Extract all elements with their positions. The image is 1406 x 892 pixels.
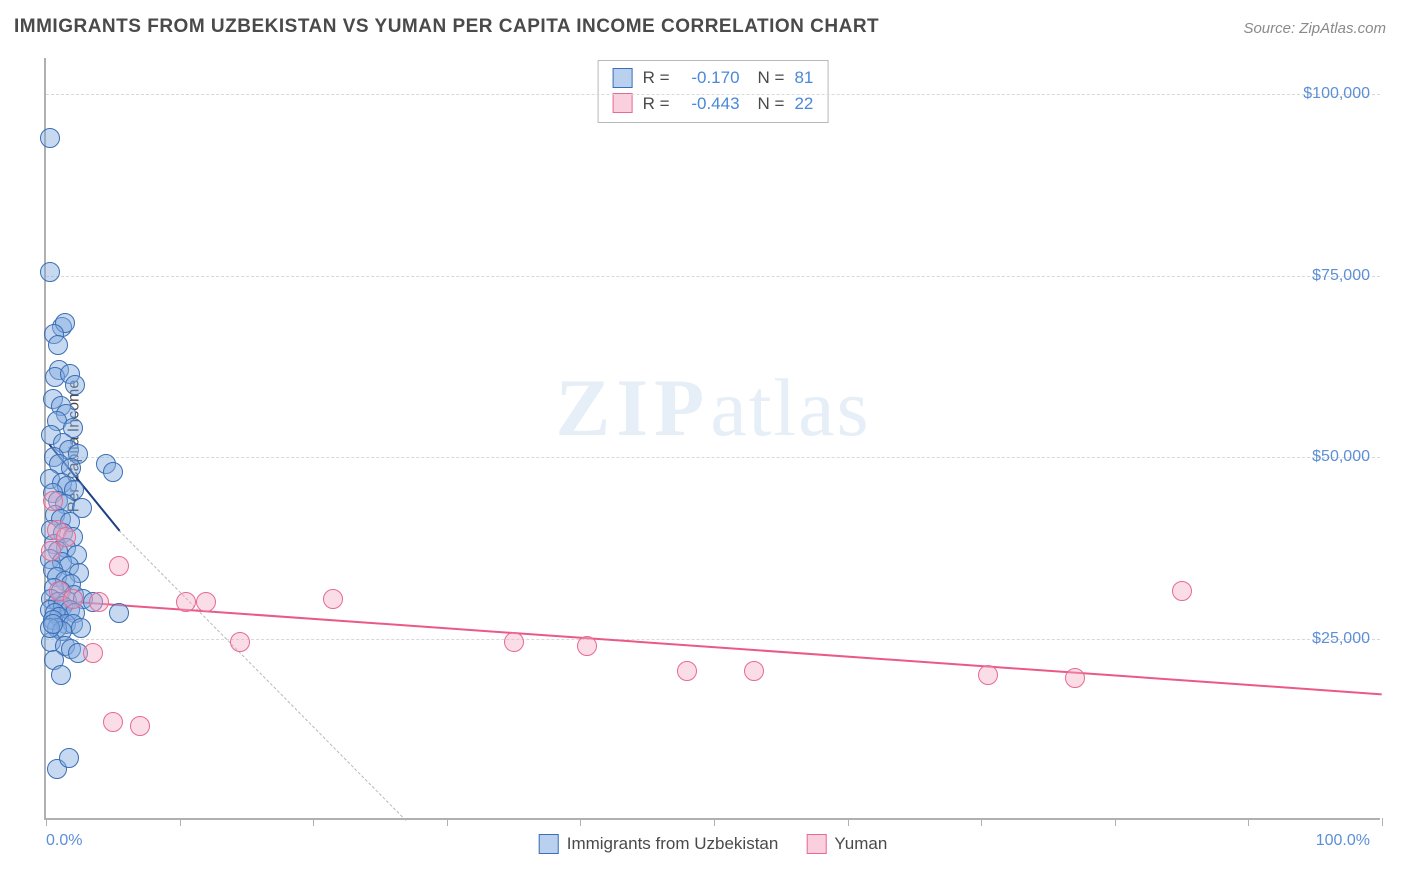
y-tick-label: $100,000 bbox=[1303, 85, 1370, 103]
r-label: R = bbox=[643, 65, 670, 91]
data-point bbox=[196, 592, 216, 612]
data-point bbox=[63, 589, 83, 609]
data-point bbox=[677, 661, 697, 681]
data-point bbox=[230, 632, 250, 652]
legend-series: Immigrants from Uzbekistan Yuman bbox=[539, 834, 888, 854]
gridline bbox=[46, 94, 1380, 95]
legend-label: Yuman bbox=[834, 834, 887, 854]
data-point bbox=[504, 632, 524, 652]
legend-label: Immigrants from Uzbekistan bbox=[567, 834, 779, 854]
x-tick bbox=[180, 818, 181, 826]
legend-swatch bbox=[539, 834, 559, 854]
data-point bbox=[43, 614, 63, 634]
data-point bbox=[103, 712, 123, 732]
x-tick bbox=[1115, 818, 1116, 826]
n-label: N = bbox=[758, 65, 785, 91]
data-point bbox=[59, 748, 79, 768]
x-tick bbox=[313, 818, 314, 826]
data-point bbox=[41, 541, 61, 561]
x-tick bbox=[981, 818, 982, 826]
legend-stat-row: R = -0.170 N = 81 bbox=[613, 65, 814, 91]
source-attribution: Source: ZipAtlas.com bbox=[1243, 20, 1386, 37]
data-point bbox=[1065, 668, 1085, 688]
gridline bbox=[46, 457, 1380, 458]
legend-swatch bbox=[613, 93, 633, 113]
data-point bbox=[109, 556, 129, 576]
data-point bbox=[744, 661, 764, 681]
y-tick-label: $50,000 bbox=[1312, 448, 1370, 466]
data-point bbox=[103, 462, 123, 482]
chart-title: IMMIGRANTS FROM UZBEKISTAN VS YUMAN PER … bbox=[14, 16, 879, 38]
x-tick-label-max: 100.0% bbox=[1316, 832, 1370, 850]
data-point bbox=[978, 665, 998, 685]
data-point bbox=[176, 592, 196, 612]
y-tick-label: $75,000 bbox=[1312, 267, 1370, 285]
n-value: 81 bbox=[794, 65, 813, 91]
legend-item: Yuman bbox=[806, 834, 887, 854]
x-tick bbox=[1382, 818, 1383, 826]
data-point bbox=[40, 128, 60, 148]
data-point bbox=[323, 589, 343, 609]
data-point bbox=[51, 665, 71, 685]
x-tick bbox=[1248, 818, 1249, 826]
legend-swatch bbox=[806, 834, 826, 854]
data-point bbox=[43, 491, 63, 511]
trend-line bbox=[119, 530, 407, 821]
x-tick bbox=[714, 818, 715, 826]
data-point bbox=[83, 643, 103, 663]
legend-item: Immigrants from Uzbekistan bbox=[539, 834, 779, 854]
data-point bbox=[71, 618, 91, 638]
plot-area: ZIPatlas R =-0.170N =81R =-0.443N =22 Im… bbox=[44, 58, 1380, 820]
x-tick-label-min: 0.0% bbox=[46, 832, 82, 850]
x-tick bbox=[580, 818, 581, 826]
data-point bbox=[65, 375, 85, 395]
legend-stats-box: R =-0.170N =81R =-0.443N =22 bbox=[598, 60, 829, 123]
data-point bbox=[1172, 581, 1192, 601]
data-point bbox=[109, 603, 129, 623]
r-value: -0.170 bbox=[680, 65, 740, 91]
gridline bbox=[46, 276, 1380, 277]
data-point bbox=[130, 716, 150, 736]
y-tick-label: $25,000 bbox=[1312, 630, 1370, 648]
x-tick bbox=[447, 818, 448, 826]
data-point bbox=[48, 335, 68, 355]
data-point bbox=[89, 592, 109, 612]
data-point bbox=[40, 262, 60, 282]
legend-swatch bbox=[613, 68, 633, 88]
x-tick bbox=[848, 818, 849, 826]
data-point bbox=[577, 636, 597, 656]
watermark: ZIPatlas bbox=[556, 361, 871, 455]
x-tick bbox=[46, 818, 47, 826]
data-point bbox=[56, 527, 76, 547]
